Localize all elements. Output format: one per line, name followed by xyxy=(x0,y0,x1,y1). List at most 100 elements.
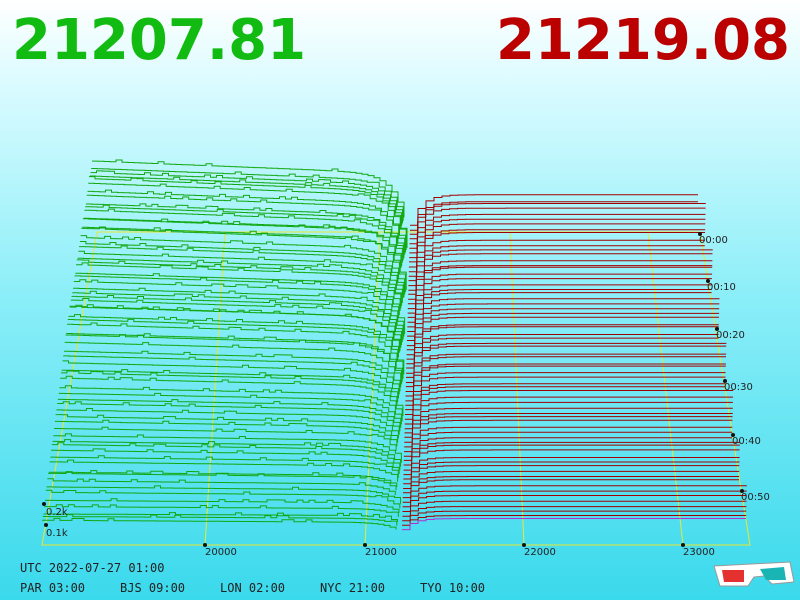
bid-depth-line xyxy=(73,287,404,340)
ask-depth-line xyxy=(402,518,746,531)
ask-depth-line xyxy=(406,356,726,378)
bid-depth-line xyxy=(45,498,400,513)
ask-depth-line xyxy=(409,207,706,240)
tick-dot xyxy=(203,543,207,547)
time-label: 00:20 xyxy=(716,330,745,341)
ask-depth-line xyxy=(403,461,740,476)
ask-depth-line xyxy=(407,298,720,323)
bid-depth-line xyxy=(74,275,406,335)
ask-depth-line xyxy=(404,419,733,438)
ask-depth-line xyxy=(403,457,740,471)
ask-depth-line xyxy=(404,401,733,420)
ask-depth-line xyxy=(405,363,726,383)
bid-depth-line xyxy=(51,448,400,474)
bid-depth-line xyxy=(79,245,404,298)
bid-depth-line xyxy=(59,385,402,425)
tick-dot xyxy=(731,433,735,437)
ask-depth-line xyxy=(409,203,706,235)
ask-depth-line xyxy=(404,416,733,434)
bid-depth-line xyxy=(58,392,402,428)
ask-depth-line xyxy=(404,426,733,443)
timezone-label: TYO 10:00 xyxy=(420,581,485,595)
price-label: 22000 xyxy=(524,547,556,558)
bid-depth-line xyxy=(50,455,399,479)
time-label: 00:40 xyxy=(732,436,761,447)
bid-depth-line xyxy=(92,159,405,218)
ask-depth-line xyxy=(407,284,712,310)
bid-depth-line xyxy=(76,262,401,311)
ask-depth-line xyxy=(407,303,720,328)
ask-depth-line xyxy=(407,278,712,305)
ask-depth-line xyxy=(405,383,726,402)
bid-depth-line xyxy=(44,504,399,517)
bid-depth-line xyxy=(91,168,404,221)
ask-depth-line xyxy=(405,365,726,388)
ask-depth-line xyxy=(405,390,734,411)
ask-depth-line xyxy=(409,223,706,254)
bid-depth-line xyxy=(77,257,403,306)
price-label: 20000 xyxy=(205,547,237,558)
bid-depth-line xyxy=(64,341,402,388)
ask-depth-line xyxy=(409,201,698,231)
tick-dot xyxy=(740,489,744,493)
ask-depth-line xyxy=(402,495,747,508)
bid-depth-line xyxy=(52,439,402,467)
bid-depth-line xyxy=(75,272,400,316)
ask-depth-line xyxy=(405,396,733,415)
ask-depth-line xyxy=(408,265,713,291)
bid-depth-line xyxy=(78,250,403,303)
ask-depth-line xyxy=(409,218,706,249)
ask-depth-line xyxy=(403,479,739,494)
bid-depth-line xyxy=(63,355,400,395)
bid-depth-line xyxy=(53,433,402,463)
time-label: 00:50 xyxy=(741,492,770,503)
ask-depth-line xyxy=(404,431,733,448)
ask-depth-line xyxy=(407,289,712,314)
ask-depth-line xyxy=(408,249,713,277)
ask-depth-line xyxy=(403,449,740,466)
ask-depth-line xyxy=(409,213,706,245)
ask-depth-line xyxy=(402,500,747,512)
timezone-label: NYC 21:00 xyxy=(320,581,385,595)
ask-depth-line xyxy=(406,334,719,356)
tick-dot xyxy=(681,543,685,547)
bid-depth-line xyxy=(46,485,401,504)
bid-depth-line xyxy=(64,350,401,392)
utc-time: UTC 2022-07-27 01:00 xyxy=(20,561,165,575)
tick-dot xyxy=(44,523,48,527)
bid-price: 21207.81 xyxy=(12,8,306,73)
tick-dot xyxy=(363,543,367,547)
bid-depth-line xyxy=(57,398,401,432)
ask-depth-line xyxy=(408,266,713,295)
ask-depth-line xyxy=(410,194,698,226)
bid-depth-line xyxy=(73,279,405,337)
depth-lines xyxy=(42,159,747,531)
bid-depth-line xyxy=(57,401,400,435)
bid-depth-line xyxy=(70,298,402,348)
bid-depth-line xyxy=(89,176,408,248)
ask-depth-line xyxy=(403,441,740,457)
tick-dot xyxy=(715,327,719,331)
ask-depth-line xyxy=(403,470,740,485)
bid-depth-line xyxy=(48,470,398,487)
bid-depth-line xyxy=(86,194,406,255)
timezone-label: LON 02:00 xyxy=(220,581,285,595)
ask-depth-line xyxy=(408,253,713,282)
ask-depth-line xyxy=(403,476,740,489)
bid-depth-line xyxy=(42,514,398,526)
bid-depth-line xyxy=(51,442,401,471)
ask-depth-line xyxy=(406,337,719,360)
ask-depth-line xyxy=(406,326,719,351)
bid-depth-line xyxy=(69,304,400,353)
bid-depth-line xyxy=(80,235,406,295)
ask-depth-line xyxy=(405,386,726,406)
bid-depth-line xyxy=(56,408,399,439)
bid-depth-line xyxy=(42,517,397,530)
bid-depth-line xyxy=(55,414,399,443)
bid-depth-line xyxy=(79,241,405,298)
bid-depth-line xyxy=(60,370,404,417)
ask-depth-line xyxy=(402,485,747,499)
timezone-label: BJS 09:00 xyxy=(120,581,185,595)
ask-depth-line xyxy=(408,273,713,300)
